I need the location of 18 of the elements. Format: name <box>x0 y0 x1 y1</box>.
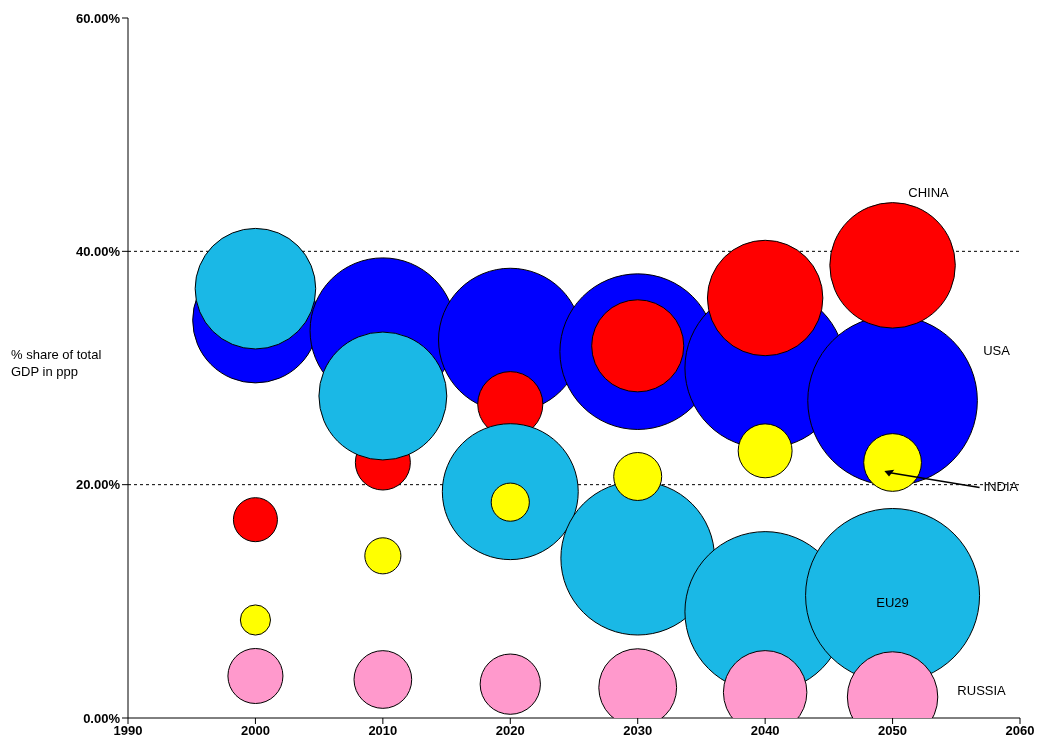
x-tick-label: 2000 <box>240 723 270 739</box>
y-tick-label: 20.00% <box>75 477 121 493</box>
x-tick-label: 2040 <box>750 723 780 739</box>
series-label: EU29 <box>876 594 909 610</box>
x-tick-label: 2060 <box>1005 723 1035 739</box>
series-label: CHINA <box>908 184 950 200</box>
y-tick-label: 60.00% <box>75 10 121 26</box>
x-tick-label: 2050 <box>878 723 908 739</box>
y-tick-label: 0.00% <box>83 710 121 726</box>
y-tick-label: 40.00% <box>75 243 121 259</box>
x-tick-label: 2020 <box>495 723 525 739</box>
x-tick-label: 2030 <box>623 723 653 739</box>
series-label: RUSSIA <box>957 683 1007 699</box>
y-axis-title: % share of total GDP in ppp <box>11 346 103 380</box>
x-tick-label: 2010 <box>368 723 398 739</box>
x-tick-label: 1990 <box>113 723 143 739</box>
text: INDIA <box>983 478 1019 494</box>
series-label: USA <box>983 343 1011 359</box>
